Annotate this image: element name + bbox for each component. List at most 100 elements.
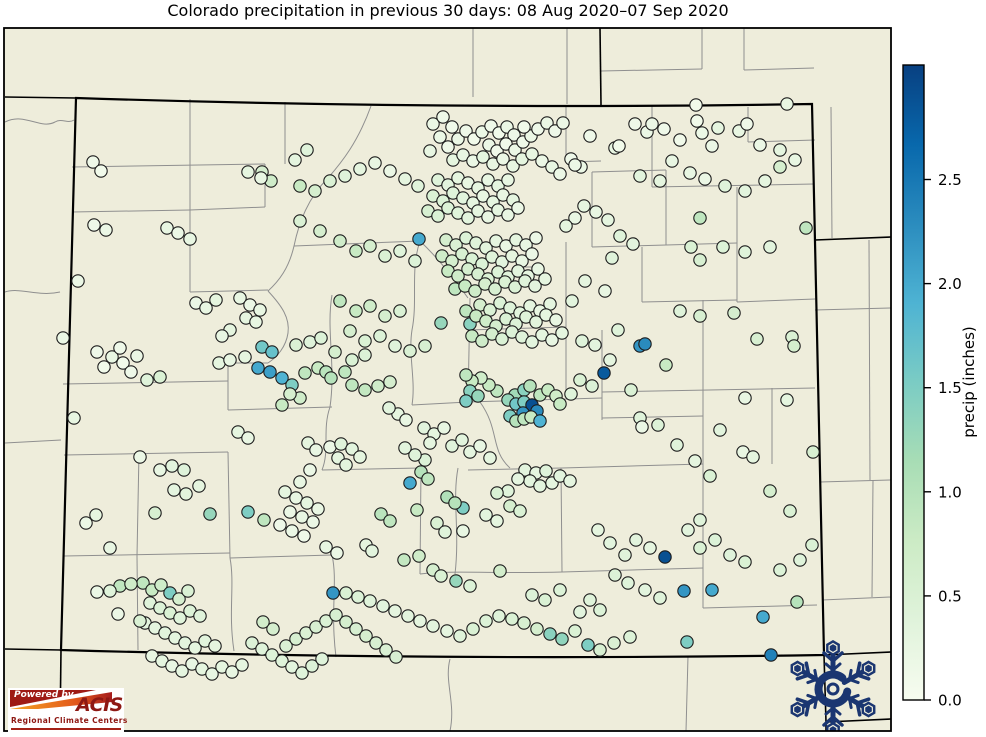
station-dot: [371, 379, 385, 393]
station-dot: [436, 110, 450, 124]
station-dot: [179, 487, 193, 501]
station-dot: [434, 316, 448, 330]
station-dot: [653, 174, 667, 188]
station-dot: [349, 622, 363, 636]
station-dot: [563, 474, 577, 488]
station-dot: [764, 648, 778, 662]
station-dot: [374, 507, 388, 521]
station-dot: [611, 323, 625, 337]
station-dot: [397, 553, 411, 567]
station-dot: [690, 114, 704, 128]
station-dot: [488, 282, 502, 296]
station-dot: [421, 472, 435, 486]
station-dot: [79, 516, 93, 530]
station-dot: [763, 240, 777, 254]
station-dot: [423, 144, 437, 158]
station-dot: [723, 548, 737, 562]
station-dot: [254, 171, 268, 185]
station-dot: [440, 624, 454, 638]
station-dot: [543, 627, 557, 641]
station-dot: [345, 353, 359, 367]
station-dot: [787, 339, 801, 353]
station-dot: [559, 219, 573, 233]
station-dot: [530, 622, 544, 636]
acis-powered-by-label: Powered by: [14, 690, 74, 700]
acis-logo: Powered by ACIS Regional Climate Centers: [8, 688, 127, 732]
station-dot: [99, 223, 113, 237]
station-dot: [192, 479, 206, 493]
station-dot: [313, 224, 327, 238]
station-dot: [583, 129, 597, 143]
station-dot: [251, 361, 265, 375]
station-dot: [87, 218, 101, 232]
station-dot: [540, 116, 554, 130]
station-dot: [593, 603, 607, 617]
station-dot: [345, 378, 359, 392]
station-dot: [334, 437, 348, 451]
colorbar-gradient: [902, 64, 925, 701]
station-dot: [548, 124, 562, 138]
station-dot: [388, 604, 402, 618]
station-dot: [289, 632, 303, 646]
station-dot: [379, 643, 393, 657]
station-dot: [455, 433, 469, 447]
station-dot: [698, 172, 712, 186]
colorbar-tick-label: 1.0: [938, 483, 962, 501]
station-dot: [513, 504, 527, 518]
station-dot: [86, 155, 100, 169]
station-dot: [293, 214, 307, 228]
station-dot: [249, 315, 263, 329]
county-boundaries: [4, 28, 891, 731]
station-dot: [525, 247, 539, 261]
station-dot: [705, 139, 719, 153]
station-dot: [788, 153, 802, 167]
station-dot: [493, 564, 507, 578]
station-dot: [289, 491, 303, 505]
station-dot: [133, 450, 147, 464]
station-dot: [413, 614, 427, 628]
station-dot: [241, 505, 255, 519]
station-dot: [181, 584, 195, 598]
station-dot: [275, 371, 289, 385]
station-dot: [629, 533, 643, 547]
station-dot: [89, 508, 103, 522]
station-dot: [758, 174, 772, 188]
station-dot: [253, 303, 267, 317]
station-dot: [501, 484, 515, 498]
snowflake-inner-ring: [826, 682, 840, 696]
station-dot: [653, 591, 667, 605]
station-dot: [473, 439, 487, 453]
station-dot: [183, 232, 197, 246]
axes-frame: [3, 27, 892, 732]
station-dot: [393, 304, 407, 318]
station-dot: [638, 583, 652, 597]
station-dot: [708, 533, 722, 547]
station-dot: [235, 658, 249, 672]
station-dot: [538, 593, 552, 607]
station-dot: [257, 513, 271, 527]
station-dot: [359, 629, 373, 643]
station-dot: [148, 506, 162, 520]
station-dot: [205, 667, 219, 681]
station-dot: [681, 523, 695, 537]
station-dot: [799, 221, 813, 235]
station-dot: [448, 496, 462, 510]
station-dot: [256, 615, 270, 629]
station-dot: [716, 240, 730, 254]
station-dot: [773, 563, 787, 577]
station-dot: [103, 541, 117, 555]
station-dot: [479, 614, 493, 628]
station-dot: [383, 514, 397, 528]
station-dot: [283, 387, 297, 401]
station-dot: [223, 353, 237, 367]
station-dot: [603, 353, 617, 367]
station-dot: [499, 239, 513, 253]
station-dot: [378, 309, 392, 323]
station-dot: [398, 441, 412, 455]
station-dot: [438, 525, 452, 539]
station-dot: [408, 254, 422, 268]
station-dot: [433, 130, 447, 144]
station-dot: [459, 394, 473, 408]
station-dot: [266, 622, 280, 636]
